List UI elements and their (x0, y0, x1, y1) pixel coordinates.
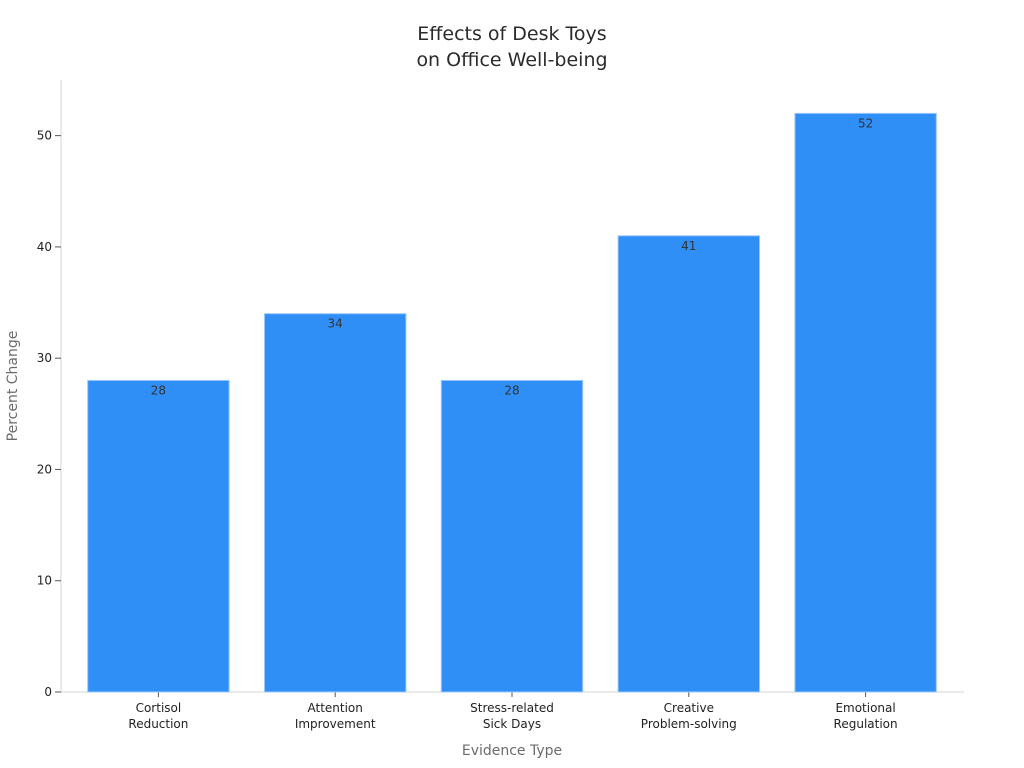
bar (617, 235, 761, 693)
x-tick-label: Stress-related (470, 701, 554, 715)
x-tick-label: Creative (664, 701, 714, 715)
x-tick-label: Emotional (835, 701, 895, 715)
bar (794, 112, 937, 693)
bars-group (87, 112, 937, 693)
category-labels-group: Cortisol Reduction Attention Improvement Str… (128, 701, 897, 731)
bar-value-label: 41 (681, 239, 696, 253)
bar (87, 379, 230, 693)
bar-value-label: 52 (858, 116, 873, 130)
bar-value-label: 28 (151, 383, 166, 397)
y-tick-label: 30 (37, 351, 52, 365)
bar (263, 313, 407, 693)
bar-value-label: 28 (504, 383, 519, 397)
x-axis (61, 691, 964, 697)
x-tick-label: Cortisol (136, 701, 182, 715)
y-tick-label: 40 (37, 240, 52, 254)
bar (440, 379, 584, 693)
x-tick-label: Reduction (128, 717, 188, 731)
x-tick-label: Problem-solving (641, 717, 737, 731)
data-labels-group: 28 34 28 41 52 (151, 116, 873, 397)
y-tick-label: 20 (37, 462, 52, 476)
chart-title-line-1: Effects of Desk Toys (417, 23, 606, 45)
y-tick-label: 0 (44, 685, 52, 699)
y-axis: 0 10 20 30 40 50 (37, 80, 62, 699)
x-tick-label: Sick Days (483, 717, 541, 731)
x-tick-label: Attention (308, 701, 363, 715)
x-axis-title: Evidence Type (462, 743, 562, 759)
x-tick-label: Regulation (834, 717, 898, 731)
x-tick-label: Improvement (295, 717, 376, 731)
chart-title-line-2: on Office Well-being (416, 49, 607, 71)
y-axis-title: Percent Change (5, 331, 21, 442)
y-tick-label: 50 (37, 129, 52, 143)
bar-value-label: 34 (328, 317, 343, 331)
y-tick-label: 10 (37, 574, 52, 588)
